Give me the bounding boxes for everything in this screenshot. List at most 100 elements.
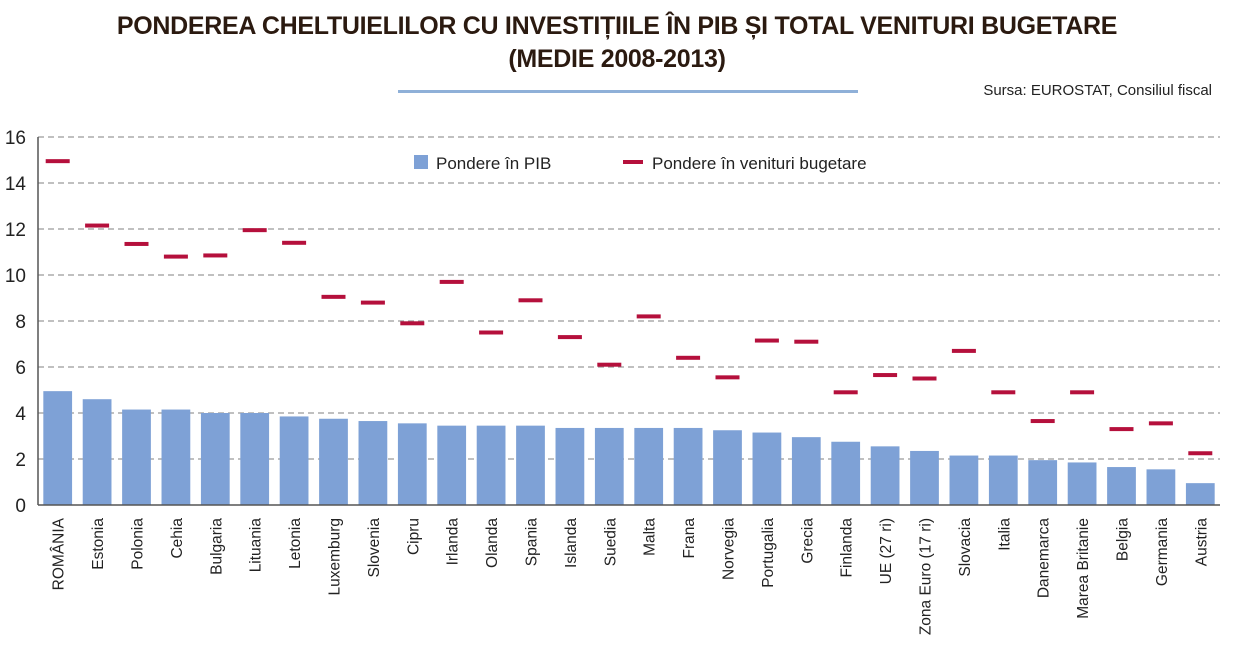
bar [831, 441, 861, 505]
source-note: Sursa: EUROSTAT, Consiliul fiscal [983, 82, 1212, 99]
marker [439, 279, 464, 284]
category-label: Luxemburg [327, 518, 344, 596]
marker [479, 330, 504, 335]
marker [203, 253, 228, 258]
category-label: Cehia [169, 518, 186, 559]
marker [45, 159, 70, 164]
chart-title-line1: PONDEREA CHELTUIELILOR CU INVESTIȚIILE Î… [116, 12, 1118, 40]
category-label: Lituania [248, 518, 265, 573]
category-label: Olanda [484, 518, 501, 568]
category-label: Slovenia [366, 518, 383, 578]
category-label: Marea Britanie [1075, 518, 1092, 619]
bar [319, 418, 348, 505]
category-label: Bulgaria [208, 518, 225, 575]
y-tick-label: 12 [5, 220, 26, 241]
bar [476, 425, 506, 505]
category-label: Spania [524, 518, 541, 567]
marker [124, 241, 149, 246]
marker [597, 362, 622, 367]
category-label: Polonia [130, 518, 147, 570]
bar [634, 427, 664, 505]
marker [991, 390, 1016, 395]
bar [397, 423, 427, 505]
marker [636, 314, 661, 319]
bar [870, 446, 900, 505]
bar [949, 455, 979, 505]
category-label: Malta [642, 518, 659, 556]
x-axis-categories: ROMÂNIA Estonia Polonia Cehia Bulgaria Lituan… [51, 517, 1211, 635]
marker [1109, 427, 1134, 432]
bar [161, 409, 191, 505]
bar [752, 432, 782, 505]
category-label: Danemarca [1036, 518, 1053, 598]
bar [1107, 467, 1136, 505]
bar [988, 455, 1018, 505]
y-tick-label: 16 [5, 128, 26, 149]
axes [37, 137, 1220, 506]
marker [754, 338, 779, 343]
category-label: Norvegia [721, 518, 738, 580]
category-label: Italia [996, 518, 1013, 551]
y-tick-label: 0 [15, 496, 26, 517]
marker [321, 294, 346, 299]
marker [1188, 451, 1213, 456]
category-label: Irlanda [445, 518, 462, 566]
category-label: Frana [681, 518, 698, 559]
marker [557, 335, 582, 340]
bar [279, 416, 309, 505]
category-label: Islanda [563, 518, 580, 568]
category-label: UE (27 ri) [878, 518, 895, 584]
y-tick-label: 10 [5, 266, 26, 287]
marker-series [45, 159, 1213, 456]
bar [43, 391, 73, 505]
y-tick-label: 6 [15, 358, 26, 379]
bar [122, 409, 151, 505]
bar [516, 425, 545, 505]
bar [910, 450, 939, 505]
category-label: Suedia [602, 518, 619, 567]
bar [437, 425, 467, 505]
category-label: Grecia [799, 518, 816, 564]
legend: Pondere în PIB Pondere în venituri buget… [414, 154, 867, 173]
category-label: Letonia [287, 518, 304, 569]
category-label: Cipru [405, 518, 422, 555]
bar [1028, 460, 1058, 505]
bar [200, 413, 230, 505]
bar [358, 421, 388, 505]
marker [282, 240, 307, 245]
marker [242, 228, 267, 233]
y-tick-label: 4 [15, 404, 26, 425]
category-label: Slovacia [957, 518, 974, 577]
bar [673, 427, 703, 505]
y-tick-label: 2 [15, 450, 26, 471]
marker [715, 375, 740, 380]
category-label: Estonia [90, 518, 107, 570]
bar [1146, 469, 1176, 505]
marker [85, 223, 110, 228]
legend-label-marker: Pondere în venituri bugetare [652, 154, 867, 173]
y-axis-ticks: 0 2 4 6 8 10 12 14 16 [5, 128, 27, 517]
marker [1148, 421, 1173, 426]
bar [791, 437, 821, 505]
marker [400, 321, 425, 326]
bar [594, 427, 624, 505]
bar-series [43, 391, 1215, 505]
marker [1030, 419, 1055, 424]
marker [794, 339, 819, 344]
bar [1067, 462, 1097, 505]
marker [163, 254, 188, 259]
bar [240, 413, 270, 505]
category-label: Germania [1154, 518, 1171, 586]
legend-swatch-marker [623, 160, 643, 164]
y-tick-label: 8 [15, 312, 26, 333]
grid-lines [38, 136, 1220, 460]
marker [912, 376, 937, 381]
category-label: Belgia [1115, 518, 1132, 561]
category-label: Austria [1193, 518, 1210, 567]
bar [713, 430, 742, 505]
legend-swatch-bar [414, 155, 428, 169]
marker [833, 390, 858, 395]
chart-title-line2: (MEDIE 2008-2013) [508, 45, 726, 73]
title-underline [398, 90, 858, 93]
